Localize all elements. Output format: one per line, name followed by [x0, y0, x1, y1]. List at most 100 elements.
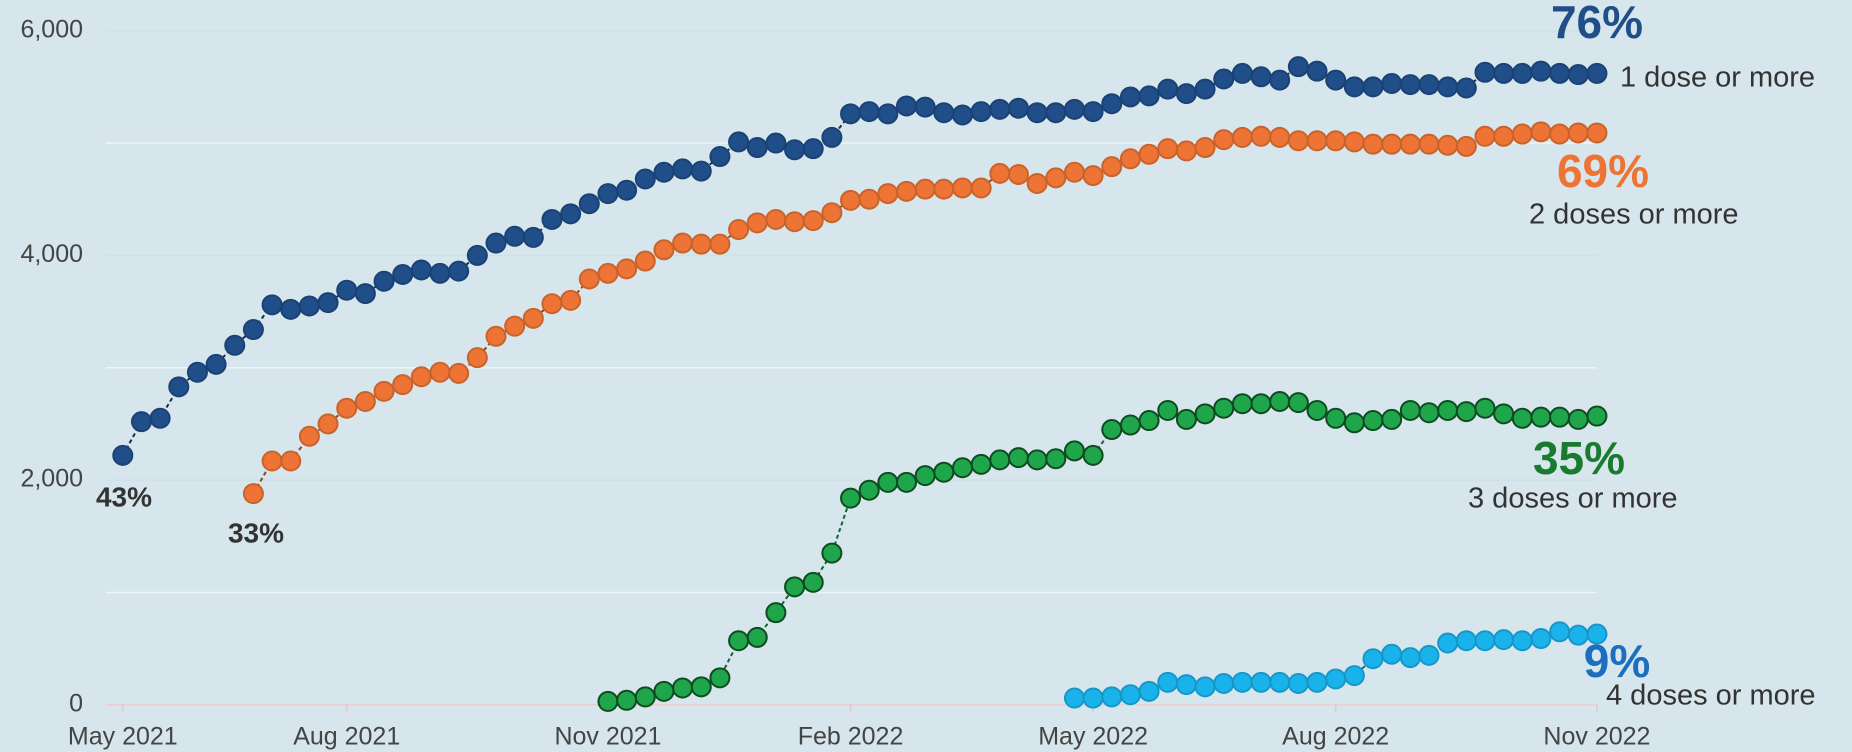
marker — [840, 103, 862, 125]
marker — [597, 183, 619, 205]
marker — [280, 450, 302, 472]
marker — [1455, 630, 1477, 652]
marker — [709, 667, 731, 689]
marker — [1586, 405, 1608, 427]
marker — [242, 483, 264, 505]
start-label: 43% — [96, 481, 152, 512]
marker — [1549, 123, 1571, 145]
marker — [1269, 69, 1291, 91]
marker — [541, 208, 563, 230]
marker — [877, 183, 899, 205]
marker — [597, 262, 619, 284]
marker — [821, 126, 843, 148]
x-tick-label: Feb 2022 — [798, 722, 904, 750]
marker — [858, 188, 880, 210]
marker — [522, 226, 544, 248]
marker — [1157, 78, 1179, 100]
marker — [541, 293, 563, 315]
marker — [392, 374, 414, 396]
marker — [1213, 68, 1235, 90]
legend-label: 2 doses or more — [1529, 199, 1739, 231]
marker — [1455, 401, 1477, 423]
marker — [1567, 64, 1589, 86]
marker — [709, 146, 731, 168]
marker — [877, 471, 899, 493]
marker — [1567, 408, 1589, 430]
marker — [653, 239, 675, 261]
marker — [560, 203, 582, 225]
marker — [1474, 61, 1496, 83]
marker — [1306, 671, 1328, 693]
marker — [1287, 130, 1309, 152]
marker — [1287, 392, 1309, 414]
marker — [1586, 62, 1608, 84]
marker — [896, 180, 918, 202]
marker — [149, 407, 171, 429]
marker — [504, 315, 526, 337]
marker — [1026, 172, 1048, 194]
marker — [821, 202, 843, 224]
marker — [1269, 671, 1291, 693]
marker — [1549, 62, 1571, 84]
marker — [1437, 134, 1459, 156]
marker — [728, 131, 750, 153]
marker — [1325, 130, 1347, 152]
marker — [1138, 143, 1160, 165]
marker — [840, 487, 862, 509]
marker — [765, 208, 787, 230]
marker — [989, 449, 1011, 471]
marker — [1287, 672, 1309, 694]
marker — [653, 680, 675, 702]
marker — [130, 411, 152, 433]
marker — [858, 479, 880, 501]
marker — [616, 179, 638, 201]
marker — [858, 101, 880, 123]
end-label: 35% — [1533, 432, 1625, 484]
marker — [746, 137, 768, 159]
marker — [914, 178, 936, 200]
marker — [1119, 414, 1141, 436]
marker — [877, 103, 899, 125]
marker — [1493, 403, 1515, 425]
end-label: 69% — [1557, 145, 1649, 197]
marker — [410, 259, 432, 281]
x-tick-label: Nov 2021 — [554, 722, 661, 750]
marker — [952, 177, 973, 199]
marker — [970, 177, 992, 199]
marker — [1455, 135, 1477, 157]
marker — [802, 138, 824, 160]
y-tick-label: 2,000 — [20, 465, 83, 493]
marker — [1082, 687, 1104, 709]
y-tick-label: 4,000 — [20, 240, 83, 268]
marker — [1437, 76, 1459, 98]
marker — [1045, 102, 1067, 124]
marker — [970, 453, 992, 475]
marker — [1138, 85, 1160, 107]
marker — [1026, 449, 1048, 471]
marker — [1549, 406, 1571, 428]
x-tick-label: Aug 2021 — [293, 722, 400, 750]
marker — [1119, 684, 1141, 706]
marker — [522, 307, 544, 329]
marker — [1474, 125, 1496, 147]
marker — [1157, 399, 1179, 421]
marker — [1007, 97, 1029, 119]
marker — [1530, 628, 1552, 650]
marker — [224, 334, 246, 356]
marker — [1175, 140, 1197, 162]
marker — [1194, 78, 1216, 100]
marker — [709, 233, 731, 255]
marker — [653, 161, 675, 183]
marker — [672, 677, 694, 699]
marker — [1250, 671, 1272, 693]
marker — [1101, 419, 1123, 441]
y-tick-label: 0 — [69, 689, 83, 717]
marker — [1231, 393, 1253, 415]
marker — [1343, 76, 1365, 98]
marker — [1269, 390, 1291, 412]
marker — [429, 361, 451, 383]
marker — [373, 380, 395, 402]
marker — [765, 132, 787, 154]
marker — [1063, 161, 1085, 183]
